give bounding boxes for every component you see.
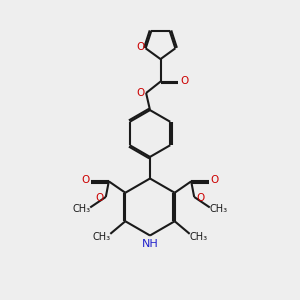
Text: O: O xyxy=(211,175,219,185)
Text: O: O xyxy=(180,76,189,86)
Text: O: O xyxy=(196,193,204,202)
Text: O: O xyxy=(81,175,89,185)
Text: CH₃: CH₃ xyxy=(93,232,111,242)
Text: CH₃: CH₃ xyxy=(189,232,207,242)
Text: NH: NH xyxy=(142,239,158,249)
Text: O: O xyxy=(96,193,104,202)
Text: CH₃: CH₃ xyxy=(73,204,91,214)
Text: CH₃: CH₃ xyxy=(209,204,227,214)
Text: O: O xyxy=(136,42,144,52)
Text: O: O xyxy=(136,88,144,98)
